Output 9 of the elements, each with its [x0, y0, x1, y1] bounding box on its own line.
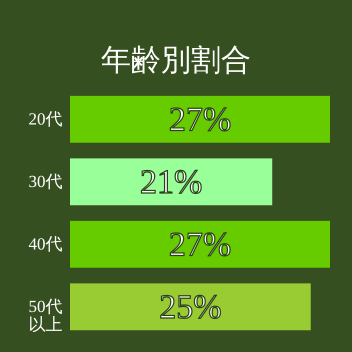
y-tick-label: 50代以上 — [28, 296, 62, 334]
data-label: 25% — [159, 288, 222, 326]
y-tick-label: 30代 — [28, 172, 62, 191]
y-tick-label: 20代 — [28, 109, 62, 128]
data-label: 21% — [140, 164, 202, 201]
data-label: 27% — [168, 101, 232, 138]
chart-title: 年齢別割合 — [101, 44, 251, 77]
y-tick-label: 40代 — [28, 234, 62, 254]
data-label: 27% — [168, 226, 232, 264]
